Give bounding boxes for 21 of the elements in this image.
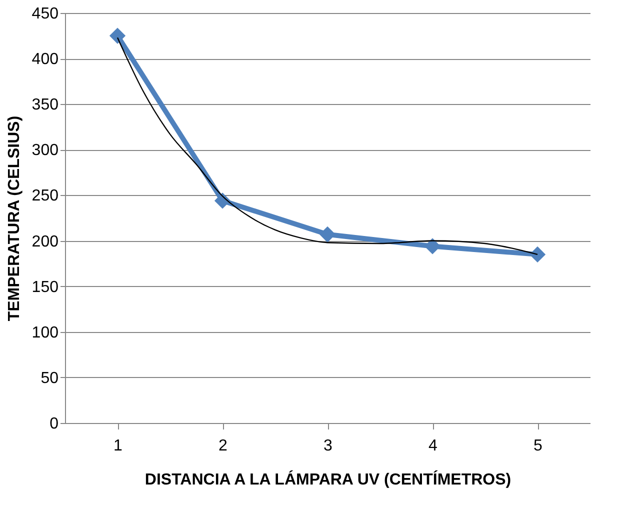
point xyxy=(319,226,336,242)
x-tick-label: 2 xyxy=(218,438,228,454)
x-axis-title: DISTANCIA A LA LÁMPARA UV (CENTÍMETROS) xyxy=(144,470,512,488)
x-tick-label: 4 xyxy=(428,438,438,454)
y-axis-title: TEMPERATURA (CELSIUS) xyxy=(6,116,23,322)
point xyxy=(109,28,126,44)
y-tick-label: 100 xyxy=(32,324,59,342)
y-tick-label: 0 xyxy=(50,416,59,432)
point xyxy=(529,246,546,263)
x-tick-label: 3 xyxy=(324,438,333,454)
y-tick-label: 300 xyxy=(32,142,59,160)
y-tick-label: 450 xyxy=(32,6,59,22)
x-tick-label: 5 xyxy=(534,438,543,454)
y-tick-label: 250 xyxy=(32,188,59,205)
y-tick-label: 350 xyxy=(32,96,59,114)
point xyxy=(424,238,441,254)
y-tick-label: 150 xyxy=(32,278,59,296)
y-tick-label: 400 xyxy=(32,51,59,68)
x-tick-label: 1 xyxy=(114,438,123,454)
y-tick-label: 50 xyxy=(40,370,59,387)
y-tick-label: 200 xyxy=(32,233,59,250)
